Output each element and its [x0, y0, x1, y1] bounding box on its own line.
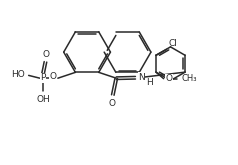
Text: N: N [138, 73, 145, 82]
Text: P: P [40, 73, 45, 82]
Text: O: O [42, 50, 50, 59]
Text: O: O [109, 99, 116, 108]
Text: O: O [49, 72, 56, 81]
Text: CH₃: CH₃ [181, 74, 197, 83]
Text: OH: OH [36, 95, 50, 104]
Text: HO: HO [11, 70, 25, 79]
Text: Cl: Cl [169, 39, 178, 48]
Text: H: H [147, 78, 153, 87]
Text: O: O [165, 74, 172, 83]
